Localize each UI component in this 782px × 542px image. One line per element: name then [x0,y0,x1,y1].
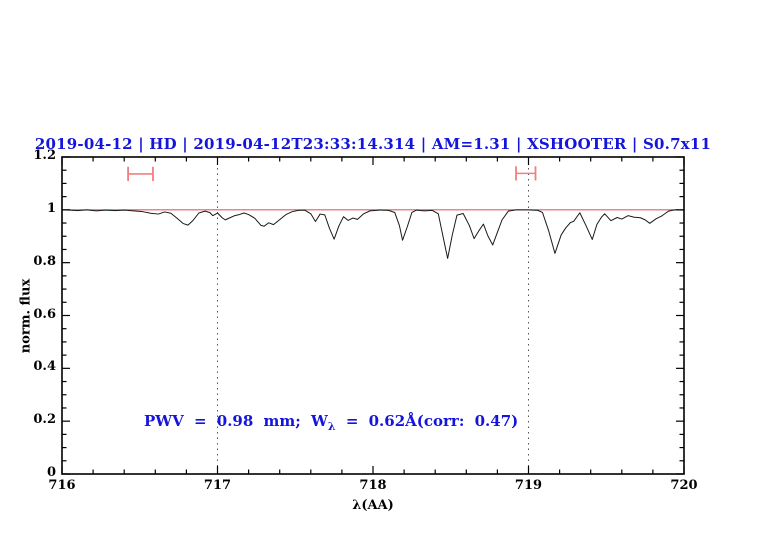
y-tick-label: 1.2 [33,148,56,163]
x-tick-label: 717 [203,478,232,493]
pwv-annotation-text: PWV = 0.98 mm; W [144,412,328,430]
y-tick-label: 0.6 [33,306,56,322]
pwv-annotation: PWV = 0.98 mm; Wλ = 0.62Å(corr: 0.47) [144,412,518,433]
y-tick-label: 0 [46,465,56,480]
spectrum-line [61,209,685,259]
y-tick-label: 0.2 [33,412,56,428]
plot-title: 2019-04-12 | HD | 2019-04-12T23:33:14.31… [34,135,712,153]
x-tick-label: 718 [359,478,387,493]
x-tick-label: 716 [48,478,76,493]
lambda-subscript: λ [327,420,336,433]
y-tick-label: 0.4 [33,359,56,375]
y-tick-label: 1 [46,200,56,216]
ew-annotation-text: = 0.62Å(corr: 0.47) [335,412,519,430]
x-tick-label: 719 [514,478,543,493]
y-tick-label: 0.8 [33,253,56,269]
x-axis-label: λ(AA) [352,498,394,513]
x-tick-label: 720 [670,478,698,493]
